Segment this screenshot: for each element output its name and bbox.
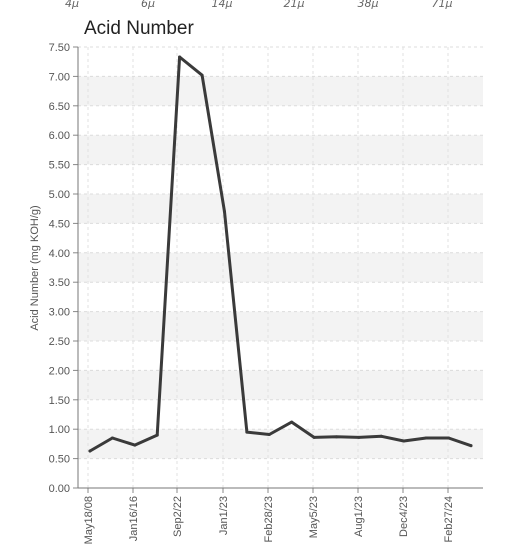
x-tick-label: May18/08 (83, 496, 95, 544)
data-point (357, 435, 361, 439)
x-tick-label: Feb28/23 (263, 496, 275, 542)
y-axis-label: Acid Number (mg KOH/g) (29, 205, 41, 330)
x-tick-label: Jan16/16 (128, 496, 140, 541)
y-axis-ticks: 0.00 0.50 1.00 1.50 2.00 2.50 3.00 3.50 4.00 4.50… (49, 42, 78, 495)
plot-band (78, 252, 483, 283)
y-tick-label: 7.00 (49, 71, 70, 83)
y-tick-label: 5.50 (49, 160, 70, 172)
y-tick-label: 1.00 (49, 424, 70, 436)
data-point (155, 433, 159, 437)
data-point (290, 420, 294, 424)
top-label: 14μ (212, 0, 233, 10)
plot-bands (78, 76, 483, 459)
data-point (402, 439, 406, 443)
y-tick-label: 6.50 (49, 101, 70, 113)
plot-band (78, 76, 483, 106)
x-tick-label: Aug1/23 (353, 496, 365, 537)
data-point (379, 434, 383, 438)
x-tick-label: Dec4/23 (398, 496, 410, 537)
top-label: 6μ (141, 0, 155, 10)
data-point (312, 435, 316, 439)
top-label: 71μ (432, 0, 453, 10)
top-label: 38μ (358, 0, 379, 10)
data-point (267, 432, 271, 436)
data-point (178, 55, 182, 59)
data-point (88, 449, 92, 453)
x-tick-label: May5/23 (308, 496, 320, 538)
y-tick-label: 7.50 (49, 42, 70, 54)
data-point (245, 430, 249, 434)
data-point (133, 443, 137, 447)
chart-title: Acid Number (84, 18, 194, 39)
data-point (335, 435, 339, 439)
y-tick-label: 0.50 (49, 454, 70, 466)
plot-band (78, 194, 483, 224)
y-tick-label: 0.00 (49, 483, 70, 495)
y-tick-label: 2.50 (49, 336, 70, 348)
data-point (424, 436, 428, 440)
plot-band (78, 370, 483, 400)
plot-grid (78, 46, 483, 489)
y-tick-label: 5.00 (49, 189, 70, 201)
plot-band (78, 135, 483, 165)
series-line (88, 55, 473, 453)
top-labels: 4μ 6μ 14μ 21μ 38μ 71μ (65, 0, 453, 10)
x-tick-label: Sep2/22 (172, 496, 184, 537)
axes (77, 47, 483, 489)
y-tick-label: 2.00 (49, 365, 70, 377)
x-tick-label: Feb27/24 (443, 496, 455, 542)
y-tick-label: 6.00 (49, 130, 70, 142)
plot-band (78, 311, 483, 341)
data-series (88, 55, 473, 453)
y-tick-label: 3.00 (49, 307, 70, 319)
data-point (110, 436, 114, 440)
y-tick-label: 4.00 (49, 248, 70, 260)
y-tick-label: 3.50 (49, 277, 70, 289)
y-tick-label: 4.50 (49, 218, 70, 230)
x-tick-label: Jan1/23 (218, 496, 230, 535)
data-point (447, 436, 451, 440)
plot-band (78, 429, 483, 459)
top-label: 4μ (65, 0, 79, 10)
data-point (200, 73, 204, 77)
data-point (469, 444, 473, 448)
data-point (222, 210, 226, 214)
top-label: 21μ (284, 0, 305, 10)
y-tick-label: 1.50 (49, 395, 70, 407)
x-axis-ticks: May18/08 Jan16/16 Sep2/22 Jan1/23 Feb28/23 Ma… (83, 488, 455, 544)
